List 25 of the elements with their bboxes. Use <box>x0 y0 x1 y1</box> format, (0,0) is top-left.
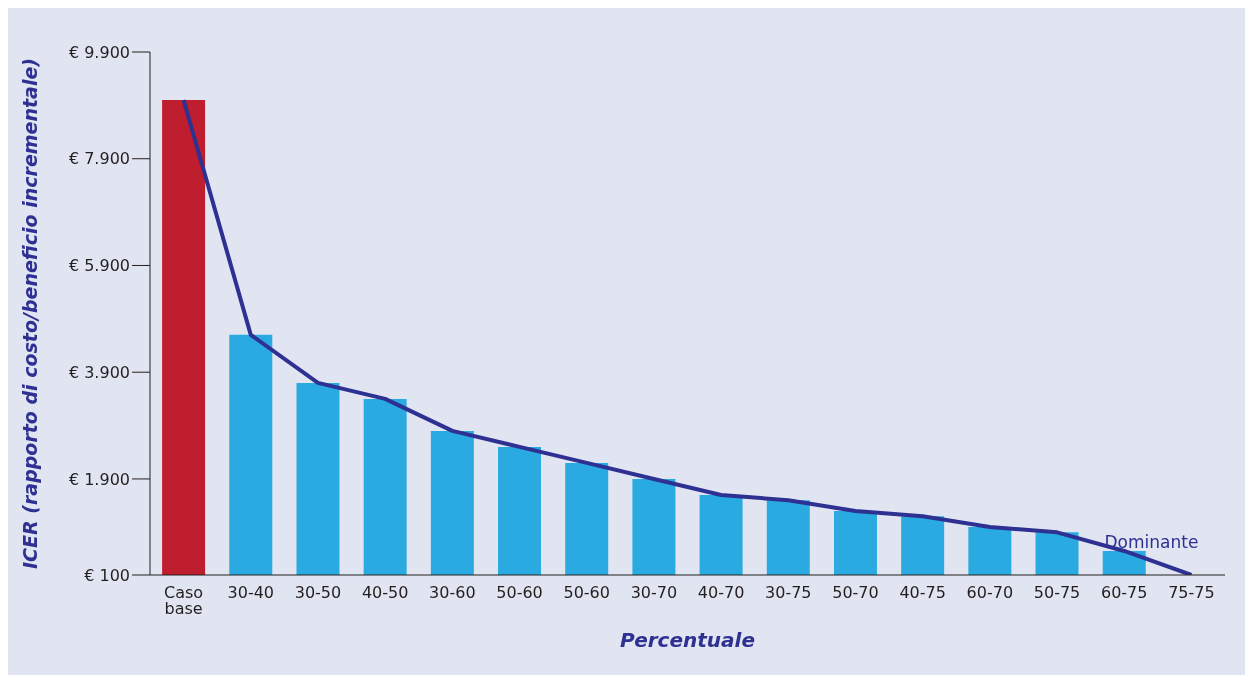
x-tick-label: 40-75 <box>899 583 946 603</box>
x-tick-label: 40-70 <box>697 583 745 603</box>
y-tick-label: € 5.900 <box>68 256 130 276</box>
y-axis-title: ICER (rapporto di costo/beneficio incrementale) <box>18 58 41 569</box>
y-tick-label: € 1.900 <box>68 469 130 489</box>
y-tick-label: € 3.900 <box>68 362 130 382</box>
y-tick-label: € 9.900 <box>68 42 130 62</box>
x-axis-title: Percentuale <box>620 628 755 652</box>
x-tick-label: 30-75 <box>765 583 812 603</box>
x-tick-label: 30-60 <box>429 583 476 603</box>
x-tick-label: 60-70 <box>966 583 1014 603</box>
x-tick-label: 75-75 <box>1168 583 1215 603</box>
x-tick-label: 50-60 <box>496 583 543 603</box>
annotation: Dominante <box>1104 532 1199 552</box>
y-tick-label: € 100 <box>84 565 130 585</box>
x-tick-label: 30-50 <box>294 583 342 603</box>
x-tick-label: 30-70 <box>630 583 678 603</box>
x-tick-label: 40-50 <box>361 583 409 603</box>
x-tick-label: 30-40 <box>227 583 275 603</box>
x-tick-label: 50-70 <box>832 583 879 603</box>
x-tick-label: 50-75 <box>1033 583 1081 603</box>
y-tick-label: € 7.900 <box>68 149 130 169</box>
x-tick-label: Caso base <box>164 583 204 619</box>
x-tick-label: 50-60 <box>563 583 610 603</box>
x-tick-label: 60-75 <box>1100 583 1148 603</box>
